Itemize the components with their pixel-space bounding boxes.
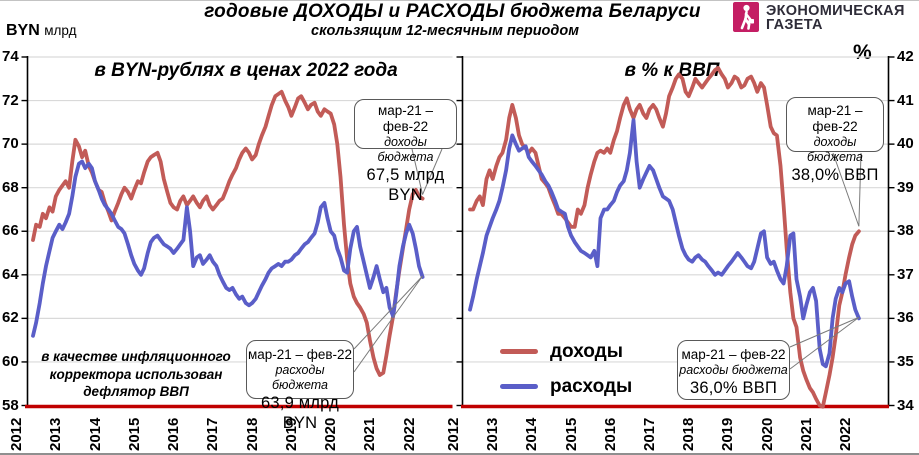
y-tick-label: 41 [897, 91, 914, 109]
y-tick-label: 64 [2, 265, 19, 283]
x-tick-label: 2018 [680, 417, 698, 451]
publisher-logo: ЭКОНОМИЧЕСКАЯ ГАЗЕТА [733, 2, 905, 32]
page-title: годовые ДОХОДЫ и РАСХОДЫ бюджета Беларус… [204, 1, 701, 22]
top-border [0, 0, 919, 1]
x-tick-label: 2013 [484, 417, 502, 451]
legend-item-revenue: доходы [500, 334, 632, 369]
left-axis-caption: BYN млрд [6, 22, 76, 40]
y-tick-label: 66 [2, 222, 19, 240]
y-tick-label: 39 [897, 178, 914, 196]
callout-gdp-revenue: мар-21 – фев-22 доходы бюджета 38,0% ВВП [786, 97, 884, 184]
x-tick-label: 2016 [601, 417, 619, 451]
callout-value: 36,0% ВВП [689, 379, 778, 397]
x-tick-label: 2019 [719, 417, 737, 451]
y-tick-label: 60 [2, 352, 19, 370]
callout-period: мар-21 – фев-22 [807, 103, 863, 134]
callout-byn-expenditure: мар-21 – фев-22 расходы бюджета 63,9 млр… [246, 340, 354, 432]
legend-item-expenditure: расходы [500, 369, 632, 404]
callout-value: 38,0% ВВП [791, 166, 879, 184]
x-tick-label: 2012 [8, 417, 25, 451]
y-tick-label: 74 [2, 48, 19, 65]
x-tick-label: 2020 [758, 417, 776, 451]
x-tick-label: 2022 [837, 417, 854, 451]
x-tick-label: 2017 [204, 417, 222, 451]
y-tick-label: 35 [897, 352, 914, 370]
callout-period: мар-21 – фев-22 [681, 347, 786, 362]
publisher-name-line1: ЭКОНОМИЧЕСКАЯ [766, 3, 905, 19]
y-tick-label: 70 [2, 135, 19, 153]
expenditure-line-swatch [500, 384, 538, 389]
legend: доходы расходы [500, 334, 632, 404]
callout-period: мар-21 – фев-22 [377, 103, 434, 134]
y-tick-label: 42 [897, 48, 914, 65]
right-axis-caption: % [853, 41, 872, 64]
x-tick-label: 2022 [400, 417, 418, 451]
y-tick-label: 72 [2, 91, 19, 109]
revenue-line-swatch [500, 349, 538, 354]
y-tick-label: 34 [897, 396, 914, 414]
callout-period: мар-21 – фев-22 [247, 347, 353, 362]
callout-label: доходы бюджета [807, 135, 863, 164]
callout-value: 67,5 млрд BYN [366, 166, 445, 204]
y-tick-label: 37 [897, 265, 914, 283]
x-tick-label: 2021 [361, 417, 379, 451]
right-chart-title: в % к ВВП [624, 60, 720, 81]
page-subtitle: скользящим 12-месячным периодом [311, 23, 579, 39]
x-tick-label: 2016 [165, 417, 183, 451]
x-tick-label: 2014 [86, 417, 104, 451]
left-axis-unit-scale: млрд [44, 23, 77, 38]
x-tick-label: 2013 [47, 417, 65, 451]
x-tick-label: 2015 [562, 417, 580, 451]
callout-value: 63,9 млрд BYN [261, 394, 339, 432]
walking-person-icon [733, 2, 759, 32]
bottom-border [0, 453, 919, 455]
y-tick-label: 40 [897, 135, 914, 153]
x-tick-label: 2017 [641, 417, 658, 451]
x-tick-label: 2012 [445, 417, 462, 451]
callout-byn-revenue: мар-21 – фев-22 доходы бюджета 67,5 млрд… [354, 99, 457, 204]
legend-label-revenue: доходы [550, 340, 623, 362]
x-tick-label: 2021 [797, 417, 815, 451]
y-tick-label: 38 [897, 222, 914, 240]
deflator-note: в качестве инфляционного корректора испо… [41, 349, 231, 400]
callout-label: доходы бюджета [377, 135, 434, 164]
left-chart-title: в BYN-рублях в ценах 2022 года [94, 60, 398, 81]
x-tick-label: 2015 [125, 417, 143, 451]
y-tick-label: 62 [2, 309, 19, 327]
y-tick-label: 36 [897, 309, 914, 327]
y-tick-label: 58 [2, 396, 19, 414]
publisher-name-line2: ГАЗЕТА [766, 17, 823, 33]
left-axis-unit-currency: BYN [6, 22, 40, 39]
callout-label: расходы бюджета [272, 363, 328, 392]
callout-gdp-expenditure: мар-21 – фев-22 расходы бюджета 36,0% ВВ… [677, 340, 790, 400]
x-tick-label: 2014 [523, 417, 541, 451]
y-tick-label: 68 [2, 178, 19, 196]
callout-label: расходы бюджета [679, 363, 788, 377]
publisher-name: ЭКОНОМИЧЕСКАЯ ГАЗЕТА [766, 2, 905, 33]
legend-label-expenditure: расходы [550, 375, 633, 397]
